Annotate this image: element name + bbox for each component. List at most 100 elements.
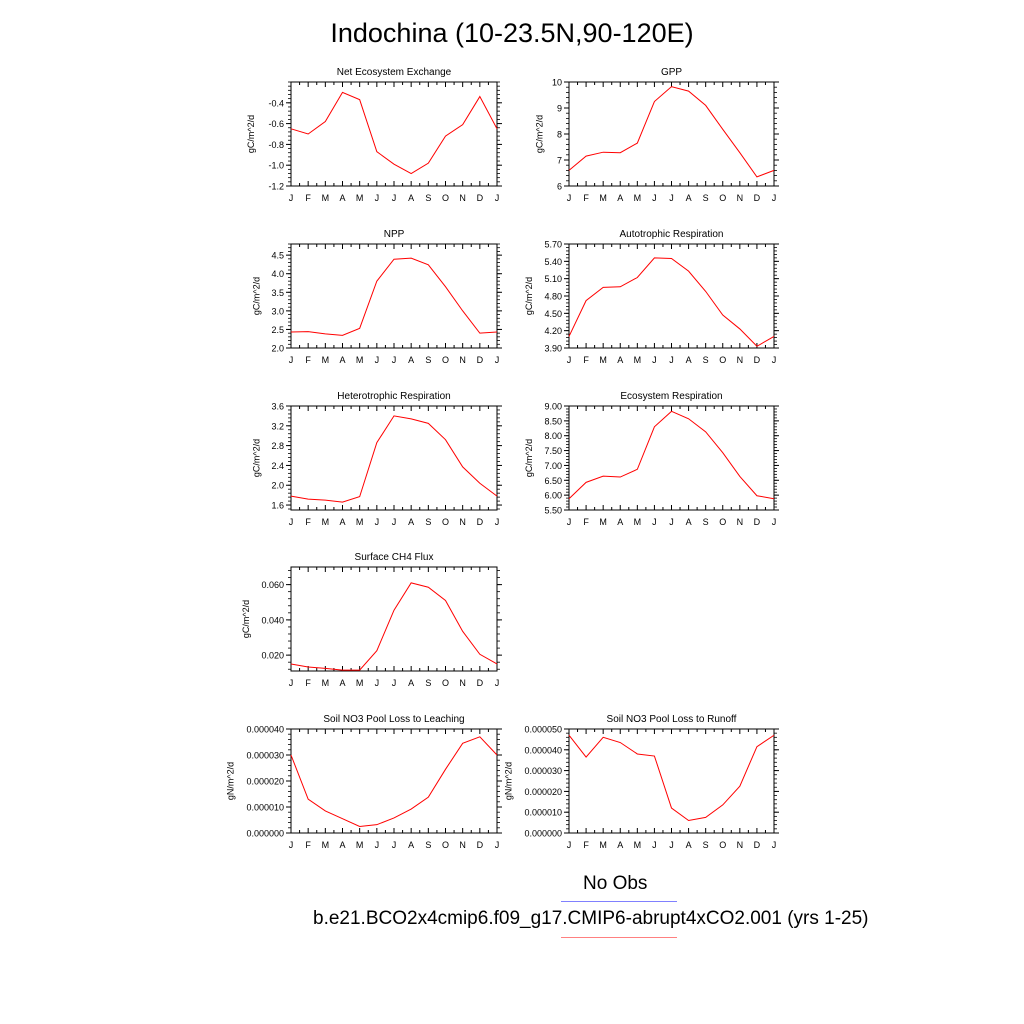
- x-tick-label: M: [356, 517, 364, 527]
- x-tick-label: N: [737, 517, 744, 527]
- y-tick-label: 8.00: [544, 431, 562, 441]
- x-tick-label: A: [339, 355, 345, 365]
- y-tick-label: 0.000040: [524, 745, 562, 755]
- y-tick-label: 4.20: [544, 326, 562, 336]
- y-tick-label: 8.50: [544, 416, 562, 426]
- y-tick-label: 5.10: [544, 274, 562, 284]
- y-tick-label: 0.000020: [524, 787, 562, 797]
- legend-line-model: [561, 937, 677, 938]
- x-tick-label: A: [408, 840, 414, 850]
- x-tick-label: M: [356, 355, 364, 365]
- x-tick-label: M: [599, 517, 607, 527]
- x-tick-label: F: [583, 355, 589, 365]
- plot-frame: [568, 405, 775, 511]
- chart-title: Soil NO3 Pool Loss to Leaching: [323, 714, 464, 725]
- plot-frame: [290, 405, 498, 511]
- x-tick-label: J: [375, 193, 380, 203]
- x-tick-label: M: [322, 678, 330, 688]
- x-tick-label: S: [703, 517, 709, 527]
- y-tick-label: 4.80: [544, 292, 562, 302]
- y-axis-label: gC/m^2/d: [251, 439, 261, 477]
- x-tick-label: M: [322, 517, 330, 527]
- y-tick-label: 4.0: [271, 269, 284, 279]
- chart-title: Ecosystem Respiration: [620, 391, 722, 402]
- x-tick-label: A: [339, 678, 345, 688]
- chart-title: Net Ecosystem Exchange: [337, 67, 452, 78]
- x-tick-label: D: [477, 840, 484, 850]
- y-axis-label: gC/m^2/d: [524, 277, 534, 315]
- y-tick-label: 7.00: [544, 461, 562, 471]
- x-tick-label: N: [737, 355, 744, 365]
- x-tick-label: O: [719, 517, 726, 527]
- x-tick-label: N: [459, 840, 466, 850]
- x-tick-label: M: [322, 193, 330, 203]
- y-tick-label: 6.00: [544, 491, 562, 501]
- y-tick-label: 1.6: [271, 501, 284, 511]
- plot-frame: [568, 81, 775, 187]
- x-tick-label: M: [322, 840, 330, 850]
- x-tick-label: O: [719, 355, 726, 365]
- plot-frame: [568, 728, 775, 834]
- x-tick-label: J: [392, 840, 397, 850]
- y-tick-label: 4.5: [271, 251, 284, 261]
- x-tick-label: J: [567, 840, 572, 850]
- x-tick-label: F: [583, 517, 589, 527]
- y-tick-label: 0.000010: [246, 803, 284, 813]
- chart-title: NPP: [384, 229, 405, 240]
- x-tick-label: S: [425, 193, 431, 203]
- x-tick-label: M: [356, 193, 364, 203]
- y-tick-label: -0.8: [268, 140, 284, 150]
- y-tick-label: 9.00: [544, 402, 562, 412]
- x-tick-label: J: [375, 840, 380, 850]
- series-line: [290, 91, 498, 175]
- x-tick-label: O: [442, 678, 449, 688]
- x-tick-label: J: [772, 193, 777, 203]
- y-tick-label: 2.8: [271, 441, 284, 451]
- y-tick-label: 0.000000: [524, 829, 562, 839]
- x-tick-label: O: [719, 193, 726, 203]
- x-tick-label: F: [583, 840, 589, 850]
- x-tick-label: J: [652, 193, 657, 203]
- x-tick-label: S: [425, 840, 431, 850]
- series-line: [290, 415, 498, 503]
- x-tick-label: F: [305, 193, 311, 203]
- x-tick-label: J: [289, 193, 294, 203]
- x-tick-label: J: [375, 355, 380, 365]
- x-tick-label: A: [686, 517, 692, 527]
- x-tick-label: J: [289, 355, 294, 365]
- x-tick-label: A: [617, 355, 623, 365]
- x-tick-label: O: [442, 355, 449, 365]
- x-tick-label: D: [477, 193, 484, 203]
- x-tick-label: M: [356, 678, 364, 688]
- y-tick-label: 7.50: [544, 446, 562, 456]
- y-tick-label: -0.4: [268, 98, 284, 108]
- x-tick-label: A: [408, 678, 414, 688]
- x-tick-label: M: [599, 193, 607, 203]
- x-tick-label: N: [459, 355, 466, 365]
- x-tick-label: J: [392, 193, 397, 203]
- x-tick-label: M: [634, 355, 642, 365]
- x-tick-label: A: [408, 355, 414, 365]
- x-tick-label: N: [459, 517, 466, 527]
- x-tick-label: A: [617, 517, 623, 527]
- x-tick-label: S: [703, 840, 709, 850]
- x-tick-label: J: [567, 355, 572, 365]
- x-tick-label: O: [442, 517, 449, 527]
- y-tick-label: 0.060: [261, 580, 284, 590]
- y-tick-label: 5.40: [544, 257, 562, 267]
- x-tick-label: A: [408, 517, 414, 527]
- y-tick-label: 0.000030: [524, 766, 562, 776]
- y-tick-label: 0.000040: [246, 725, 284, 735]
- y-tick-label: 5.50: [544, 506, 562, 516]
- page-title: Indochina (10-23.5N,90-120E): [330, 18, 694, 48]
- x-tick-label: A: [617, 193, 623, 203]
- x-tick-label: J: [392, 517, 397, 527]
- x-tick-label: F: [305, 678, 311, 688]
- y-tick-label: 3.0: [271, 306, 284, 316]
